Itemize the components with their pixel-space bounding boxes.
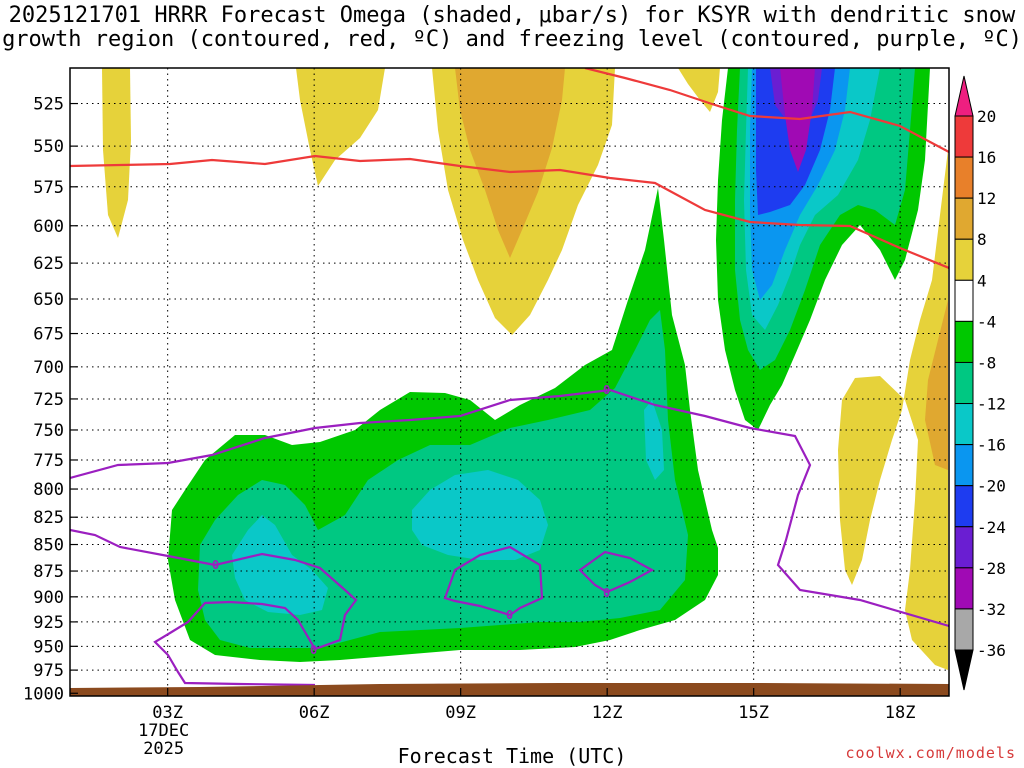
y-tick-label: 925: [33, 613, 64, 633]
colorbar-swatch: [954, 526, 974, 569]
colorbar-label: 12: [977, 189, 996, 208]
y-axis: 525 550 575 600 625 650 675 700 725 750 775 800 825 8…: [23, 95, 78, 704]
colorbar-label: -20: [977, 477, 1006, 496]
x-date-label: 17DEC: [138, 721, 189, 741]
y-tick-label: 550: [33, 137, 64, 157]
sinking-region-right: [838, 150, 948, 670]
colorbar-swatch: [954, 238, 974, 281]
y-tick-label: 850: [33, 536, 64, 556]
updraft-core: [198, 310, 688, 648]
colorbar-swatch: [954, 567, 974, 610]
y-tick-label: 950: [33, 637, 64, 657]
colorbar-label: -8: [977, 353, 996, 372]
x-tick-label: 12Z: [592, 703, 623, 723]
chart-title: 2025121701 HRRR Forecast Omega (shaded, …: [0, 4, 1024, 52]
y-tick-label: 675: [33, 325, 64, 345]
colorbar-swatch: [954, 361, 974, 405]
colorbar-label: -36: [977, 641, 1006, 660]
x-year-label: 2025: [143, 739, 184, 759]
freezing-level-06z-loop: [153, 552, 358, 687]
y-tick-label: 900: [33, 588, 64, 608]
colorbar-label: -32: [977, 600, 1006, 619]
contour-label: 0: [212, 558, 219, 572]
colorbar-label: -28: [977, 559, 1006, 578]
colorbar-label: -12: [977, 395, 1006, 414]
credit-link[interactable]: coolwx.com/models: [845, 744, 1016, 762]
sinking-region-13z: [678, 68, 720, 112]
y-tick-label: 525: [33, 95, 64, 115]
sinking-region-orange-09z: [455, 68, 565, 258]
contour-labels: 0 0 0 0 0: [212, 383, 610, 657]
updraft-max-06z: [232, 515, 328, 615]
colorbar-label: 4: [977, 271, 987, 290]
colorbar-bottom-arrow: [954, 649, 974, 691]
x-tick-label: 18Z: [885, 703, 916, 723]
contour-label: 0: [310, 643, 317, 657]
y-tick-label: 650: [33, 290, 64, 310]
freezing-level-main: [70, 388, 949, 628]
shaded-omega: [102, 68, 948, 670]
terrain: [70, 683, 949, 696]
pressure-gridlines: [70, 68, 949, 696]
colorbar-top-arrow: [954, 75, 974, 117]
x-tick-label: 03Z: [152, 703, 183, 723]
colorbar-label: 16: [977, 148, 996, 167]
x-axis-title: Forecast Time (UTC): [397, 744, 627, 768]
colorbar-swatch: [954, 197, 974, 240]
x-tick-label: 15Z: [738, 703, 769, 723]
y-tick-label: 600: [33, 217, 64, 237]
sinking-region-left: [102, 68, 131, 238]
colorbar-label: 8: [977, 230, 987, 249]
y-tick-label: 625: [33, 254, 64, 274]
x-tick-label: 06Z: [299, 703, 330, 723]
colorbar-label: -4: [977, 312, 996, 331]
freezing-level-lower: [70, 528, 216, 567]
colorbar-swatch: [954, 403, 974, 446]
freezing-level-12z-loop: [578, 550, 655, 594]
colorbar-swatch: [954, 279, 974, 322]
sinking-region-right-orange: [925, 300, 948, 470]
title-line-1: 2025121701 HRRR Forecast Omega (shaded, …: [8, 3, 1016, 28]
y-tick-label: 800: [33, 480, 64, 500]
dgz-contour-upper: [584, 68, 949, 153]
colorbar-label: -24: [977, 518, 1006, 537]
y-tick-label: 775: [33, 451, 64, 471]
plot-frame: [69, 67, 950, 697]
colorbar-swatch: [954, 485, 974, 528]
y-tick-label: 700: [33, 358, 64, 378]
upper-updraft-purple: [780, 68, 815, 172]
y-tick-label: 975: [33, 661, 64, 681]
colorbar-swatch: [954, 608, 974, 651]
updraft-max-09z: [412, 470, 548, 560]
y-tick-label: 825: [33, 508, 64, 528]
colorbar-swatch: [954, 156, 974, 199]
colorbar-swatch: [954, 320, 974, 363]
contour-label: 0: [506, 608, 513, 622]
y-tick-label: 1000: [23, 684, 64, 704]
dgz-contour-lower: [70, 154, 949, 270]
colorbar-label: 20: [977, 107, 996, 126]
dgz-contours: [70, 68, 949, 270]
x-tick-label: 09Z: [445, 703, 476, 723]
colorbar-label: -16: [977, 436, 1006, 455]
title-line-2: growth region (contoured, red, ºC) and f…: [2, 27, 1022, 52]
colorbar-swatch: [954, 115, 974, 158]
contour-label: 0: [603, 383, 610, 397]
colorbar-swatch: [954, 444, 974, 487]
y-tick-label: 725: [33, 390, 64, 410]
freezing-level-09z-loop: [443, 545, 544, 617]
y-tick-label: 875: [33, 562, 64, 582]
contour-label: 0: [603, 586, 610, 600]
y-tick-label: 575: [33, 178, 64, 198]
colorbar: 20 16 12 8 4 -4 -8 -12 -16 -20 -24 -28 -32 -36: [954, 75, 1006, 691]
y-tick-label: 750: [33, 421, 64, 441]
